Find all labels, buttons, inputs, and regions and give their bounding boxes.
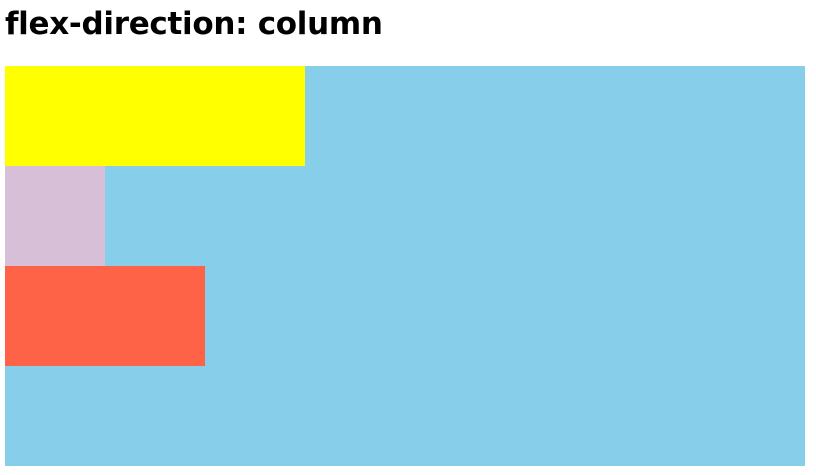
page-title: flex-direction: column — [5, 6, 383, 42]
flex-item-thistle — [5, 166, 105, 266]
flex-container — [5, 66, 805, 466]
flex-item-yellow — [5, 66, 305, 166]
flex-item-tomato — [5, 266, 205, 366]
